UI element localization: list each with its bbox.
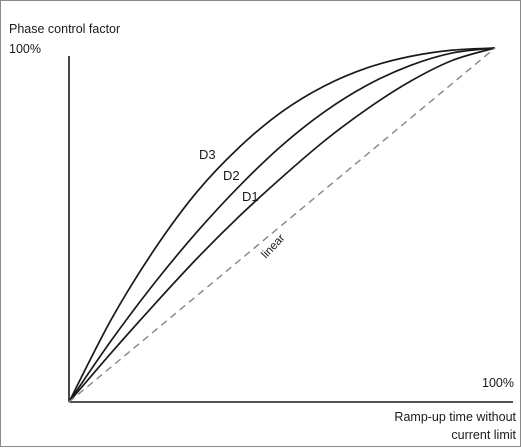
x-max-tick-label: 100%	[482, 376, 514, 390]
y-max-tick-label: 100%	[9, 42, 41, 56]
series-layer	[68, 47, 496, 403]
series-label-d3: D3	[199, 147, 216, 162]
series-label-d1: D1	[242, 189, 259, 204]
series-line-linear	[68, 47, 496, 403]
series-line-d3	[68, 47, 496, 403]
y-axis-label: Phase control factor	[9, 22, 120, 36]
series-label-linear: linear	[259, 232, 287, 261]
x-axis-label-line2: current limit	[451, 428, 516, 442]
x-axis-label-line1: Ramp-up time without	[394, 410, 516, 424]
series-line-d2	[68, 47, 496, 403]
series-line-d1	[68, 47, 496, 403]
series-label-d2: D2	[223, 168, 240, 183]
